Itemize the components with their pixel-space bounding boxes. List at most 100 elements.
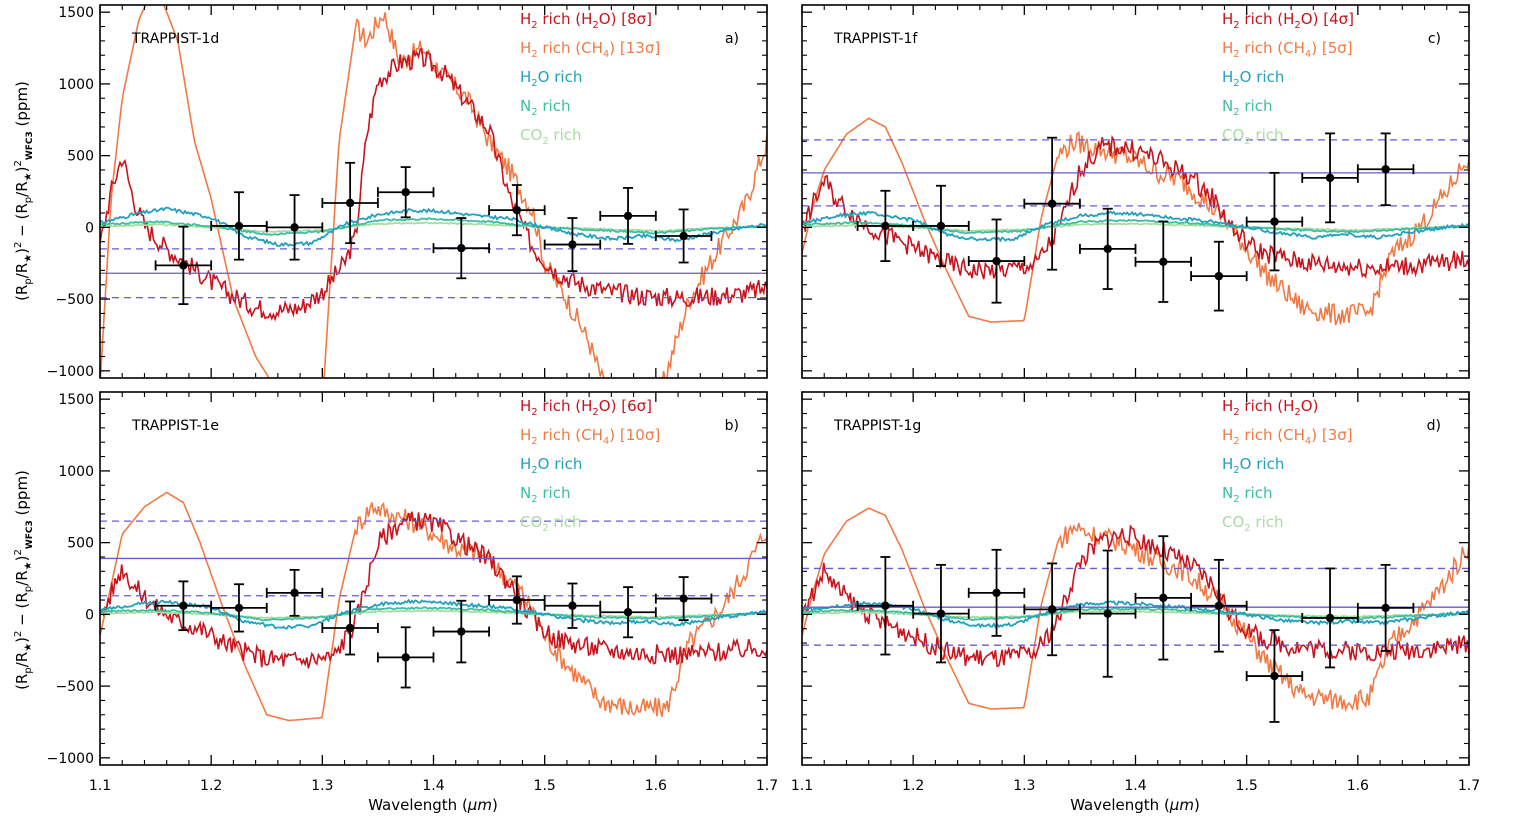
plot-area <box>802 117 1469 326</box>
data-point <box>543 217 602 273</box>
legend-subscript: 2 <box>1233 107 1239 118</box>
legend-text: O) <box>1301 397 1319 415</box>
series-h2-h2o-line <box>100 47 767 322</box>
legend-subscript: 2 <box>1233 49 1239 60</box>
legend-subscript: 2 <box>1294 20 1300 31</box>
data-point <box>599 187 657 245</box>
legend-subscript: 2 <box>1233 494 1239 505</box>
legend-subscript: 2 <box>531 107 537 118</box>
x-tick-label: 1.7 <box>1458 778 1480 794</box>
data-point-marker <box>992 256 1001 266</box>
panel-letter: b) <box>725 418 739 434</box>
x-tick-label: 1.1 <box>791 778 813 794</box>
legend-subscript: 2 <box>542 136 548 147</box>
series-h2-ch4-line <box>802 507 1469 713</box>
data-point <box>1079 549 1137 678</box>
panel-trappist-1e: 1.1 1.2 1.3 1.4 1.5 1.6 1.7 −1000 −500 0 500 1000 15… <box>47 391 778 794</box>
legend-text: rich (H <box>1240 10 1295 28</box>
data-point-marker <box>457 243 466 253</box>
legend-subscript: 2 <box>531 78 537 89</box>
legend-subscript: 2 <box>531 465 537 476</box>
x-tick-label: 1.3 <box>1013 778 1035 794</box>
legend-subscript: 2 <box>531 494 537 505</box>
y-axis-label: (Rp/R★)2 − (Rp/R★)2WFC3 (ppm) <box>13 470 35 690</box>
data-point-marker <box>1047 605 1057 614</box>
data-point <box>1301 132 1359 224</box>
data-point <box>432 217 490 280</box>
y-tick-label: −1000 <box>47 364 94 380</box>
legend-subscript: 2 <box>531 436 537 447</box>
legend-entry: H2 rich (CH4) [5σ] <box>1222 39 1353 60</box>
legend-text: rich <box>538 484 571 502</box>
data-point-marker <box>1159 257 1168 266</box>
y-tick-label: 1000 <box>58 464 94 480</box>
data-point-marker <box>401 188 410 197</box>
x-tick-label: 1.3 <box>311 778 333 794</box>
legend-text: O rich <box>1240 68 1285 86</box>
xlabel-text: Wavelength ( <box>1070 796 1170 814</box>
data-point <box>1356 132 1415 207</box>
data-point <box>488 575 546 625</box>
legend-text: O) <box>599 397 617 415</box>
xlabel-unit: μm <box>1169 796 1194 814</box>
legend-subscript: 2 <box>531 407 537 418</box>
x-tick-label: 1.7 <box>756 778 778 794</box>
data-point <box>210 583 268 633</box>
data-point-marker <box>1325 173 1335 183</box>
legend-entry: CO2 rich <box>520 126 582 147</box>
x-tick-label: 1.4 <box>1124 778 1146 794</box>
data-point-marker <box>457 627 466 636</box>
panel-frame <box>801 391 1470 766</box>
y-tick-label: 1000 <box>58 77 94 93</box>
data-point-marker <box>290 223 299 232</box>
ylabel-text: ) <box>13 167 31 173</box>
data-point-marker <box>936 221 946 231</box>
data-point <box>912 184 970 268</box>
legend-text: N <box>520 97 531 115</box>
legend-subscript: 2 <box>1244 136 1250 147</box>
data-point-marker <box>1159 593 1168 603</box>
legend-text: H <box>520 10 531 28</box>
data-point <box>1079 207 1137 290</box>
ylabel-subscript: ★ <box>23 643 34 652</box>
ylabel-text: /R <box>13 570 31 585</box>
data-point <box>432 599 490 664</box>
legend-text: N <box>1222 484 1233 502</box>
data-point <box>1245 171 1304 272</box>
data-point-marker <box>881 601 890 610</box>
legend-text: H <box>1222 68 1233 86</box>
ylabel-subscript: ★ <box>23 254 34 263</box>
x-tick-label: 1.4 <box>422 778 444 794</box>
legend-text: rich <box>538 97 571 115</box>
legend-significance: [10σ] <box>615 426 660 444</box>
series-h2-h2o-line <box>802 134 1469 280</box>
data-point <box>265 194 324 261</box>
legend-subscript: 4 <box>603 49 609 60</box>
legend-significance: [5σ] <box>1317 39 1353 57</box>
legend-text: H <box>520 455 531 473</box>
legend-entry: H2 rich (CH4) [10σ] <box>520 426 660 447</box>
series-n2-rich-line <box>100 217 767 236</box>
legend-text: rich <box>549 126 582 144</box>
legend-subscript: 2 <box>592 20 598 31</box>
legend-subscript: 2 <box>1233 407 1239 418</box>
legend-text: rich <box>1240 484 1273 502</box>
ylabel-subscript: p <box>23 667 34 673</box>
legend-entry: H2 rich (H2O) [4σ] <box>1222 10 1354 31</box>
legend-subscript: 2 <box>592 407 598 418</box>
ylabel-superscript: 2 <box>13 242 24 248</box>
legend-text: O) <box>599 10 617 28</box>
legend-subscript: 2 <box>531 20 537 31</box>
data-point-marker <box>234 221 244 231</box>
legend-entry: N2 rich <box>1222 97 1272 118</box>
legend-entry: H2O rich <box>1222 455 1284 476</box>
data-point <box>1134 535 1192 661</box>
ylabel-subscript: ★ <box>23 172 34 181</box>
data-point <box>543 582 602 629</box>
legend-text: rich <box>549 513 582 531</box>
legend-entry: H2O rich <box>1222 68 1284 89</box>
series-n2-rich-line <box>100 606 767 622</box>
data-point-marker <box>1270 217 1279 226</box>
data-point <box>967 218 1026 304</box>
planet-label: TRAPPIST-1e <box>131 418 219 434</box>
